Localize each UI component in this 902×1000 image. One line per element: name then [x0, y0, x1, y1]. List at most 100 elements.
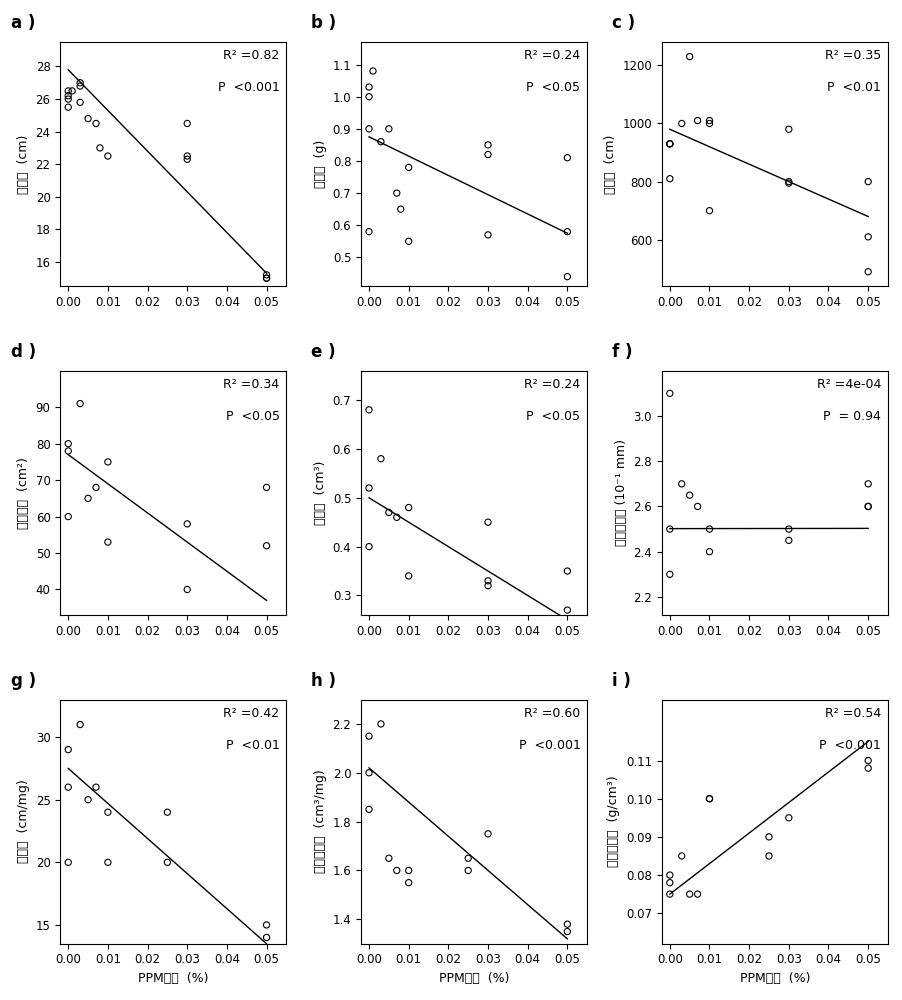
Point	[259, 270, 273, 286]
X-axis label: PPM浓度  (%): PPM浓度 (%)	[438, 972, 509, 985]
Point	[61, 436, 76, 452]
Text: P  <0.05: P <0.05	[226, 410, 280, 423]
Text: P  <0.05: P <0.05	[526, 81, 580, 94]
Point	[674, 476, 688, 492]
Text: g ): g )	[11, 672, 35, 690]
Point	[860, 476, 874, 492]
Point	[761, 848, 776, 864]
Point	[702, 113, 716, 129]
Point	[662, 136, 676, 152]
Text: P  <0.001: P <0.001	[818, 739, 880, 752]
Point	[662, 521, 676, 537]
Point	[860, 498, 874, 514]
Point	[682, 886, 696, 902]
Point	[179, 151, 194, 167]
Point	[362, 539, 376, 555]
Point	[362, 89, 376, 105]
Point	[781, 175, 796, 191]
Point	[81, 792, 96, 808]
Text: R² =0.82: R² =0.82	[223, 49, 280, 62]
Point	[480, 137, 494, 153]
Point	[61, 91, 76, 107]
Text: R² =0.24: R² =0.24	[524, 49, 580, 62]
Text: i ): i )	[612, 672, 630, 690]
Point	[61, 854, 76, 870]
Text: P  <0.01: P <0.01	[226, 739, 280, 752]
Point	[559, 916, 574, 932]
Point	[61, 88, 76, 104]
Point	[662, 385, 676, 401]
Point	[373, 134, 388, 150]
Point	[61, 742, 76, 758]
Text: d ): d )	[11, 343, 35, 361]
Point	[559, 224, 574, 240]
Point	[860, 229, 874, 245]
Point	[682, 49, 696, 65]
Point	[362, 765, 376, 781]
Point	[73, 94, 87, 110]
Text: P  <0.01: P <0.01	[826, 81, 880, 94]
Point	[860, 264, 874, 280]
X-axis label: PPM浓度  (%): PPM浓度 (%)	[138, 972, 208, 985]
Point	[674, 848, 688, 864]
Text: R² =0.34: R² =0.34	[223, 378, 280, 391]
Text: b ): b )	[311, 14, 336, 32]
Point	[259, 267, 273, 283]
Point	[100, 804, 115, 820]
Point	[179, 581, 194, 597]
Point	[401, 233, 416, 249]
Y-axis label: 总根长  (cm): 总根长 (cm)	[603, 134, 616, 194]
Point	[373, 451, 388, 467]
Point	[382, 121, 396, 137]
Point	[860, 760, 874, 776]
Y-axis label: 比根表面积  (cm³/mg): 比根表面积 (cm³/mg)	[314, 770, 327, 873]
Text: R² =0.24: R² =0.24	[524, 378, 580, 391]
Text: c ): c )	[612, 14, 635, 32]
Y-axis label: 根组织密度  (g/cm³): 根组织密度 (g/cm³)	[607, 776, 620, 867]
Point	[662, 171, 676, 187]
Point	[781, 810, 796, 826]
Point	[702, 203, 716, 219]
Point	[73, 78, 87, 94]
Point	[559, 602, 574, 618]
Point	[100, 534, 115, 550]
Point	[61, 443, 76, 459]
Point	[460, 850, 474, 866]
Point	[362, 402, 376, 418]
Point	[61, 779, 76, 795]
Point	[73, 75, 87, 91]
Text: R² =0.60: R² =0.60	[523, 707, 580, 720]
Point	[559, 269, 574, 285]
Point	[100, 454, 115, 470]
Text: R² =0.54: R² =0.54	[824, 707, 880, 720]
Point	[480, 826, 494, 842]
Text: R² =0.35: R² =0.35	[824, 49, 880, 62]
Point	[88, 479, 103, 495]
Point	[662, 136, 676, 152]
Point	[73, 717, 87, 733]
Y-axis label: 根体积  (cm³): 根体积 (cm³)	[314, 461, 327, 525]
Point	[559, 924, 574, 940]
Text: P  = 0.94: P = 0.94	[823, 410, 880, 423]
Y-axis label: 平均根直径 (10⁻¹ mm): 平均根直径 (10⁻¹ mm)	[614, 439, 627, 546]
Point	[480, 227, 494, 243]
Y-axis label: 根干重  (g): 根干重 (g)	[314, 140, 327, 188]
Point	[682, 487, 696, 503]
Point	[401, 500, 416, 516]
Point	[81, 111, 96, 127]
Point	[674, 115, 688, 131]
Point	[362, 480, 376, 496]
Point	[61, 509, 76, 525]
Text: a ): a )	[11, 14, 35, 32]
Point	[662, 886, 676, 902]
Point	[100, 148, 115, 164]
Point	[781, 521, 796, 537]
Point	[702, 791, 716, 807]
Text: f ): f )	[612, 343, 632, 361]
Point	[460, 862, 474, 878]
Point	[362, 224, 376, 240]
Point	[61, 83, 76, 99]
Text: h ): h )	[311, 672, 336, 690]
Point	[259, 479, 273, 495]
Point	[480, 514, 494, 530]
